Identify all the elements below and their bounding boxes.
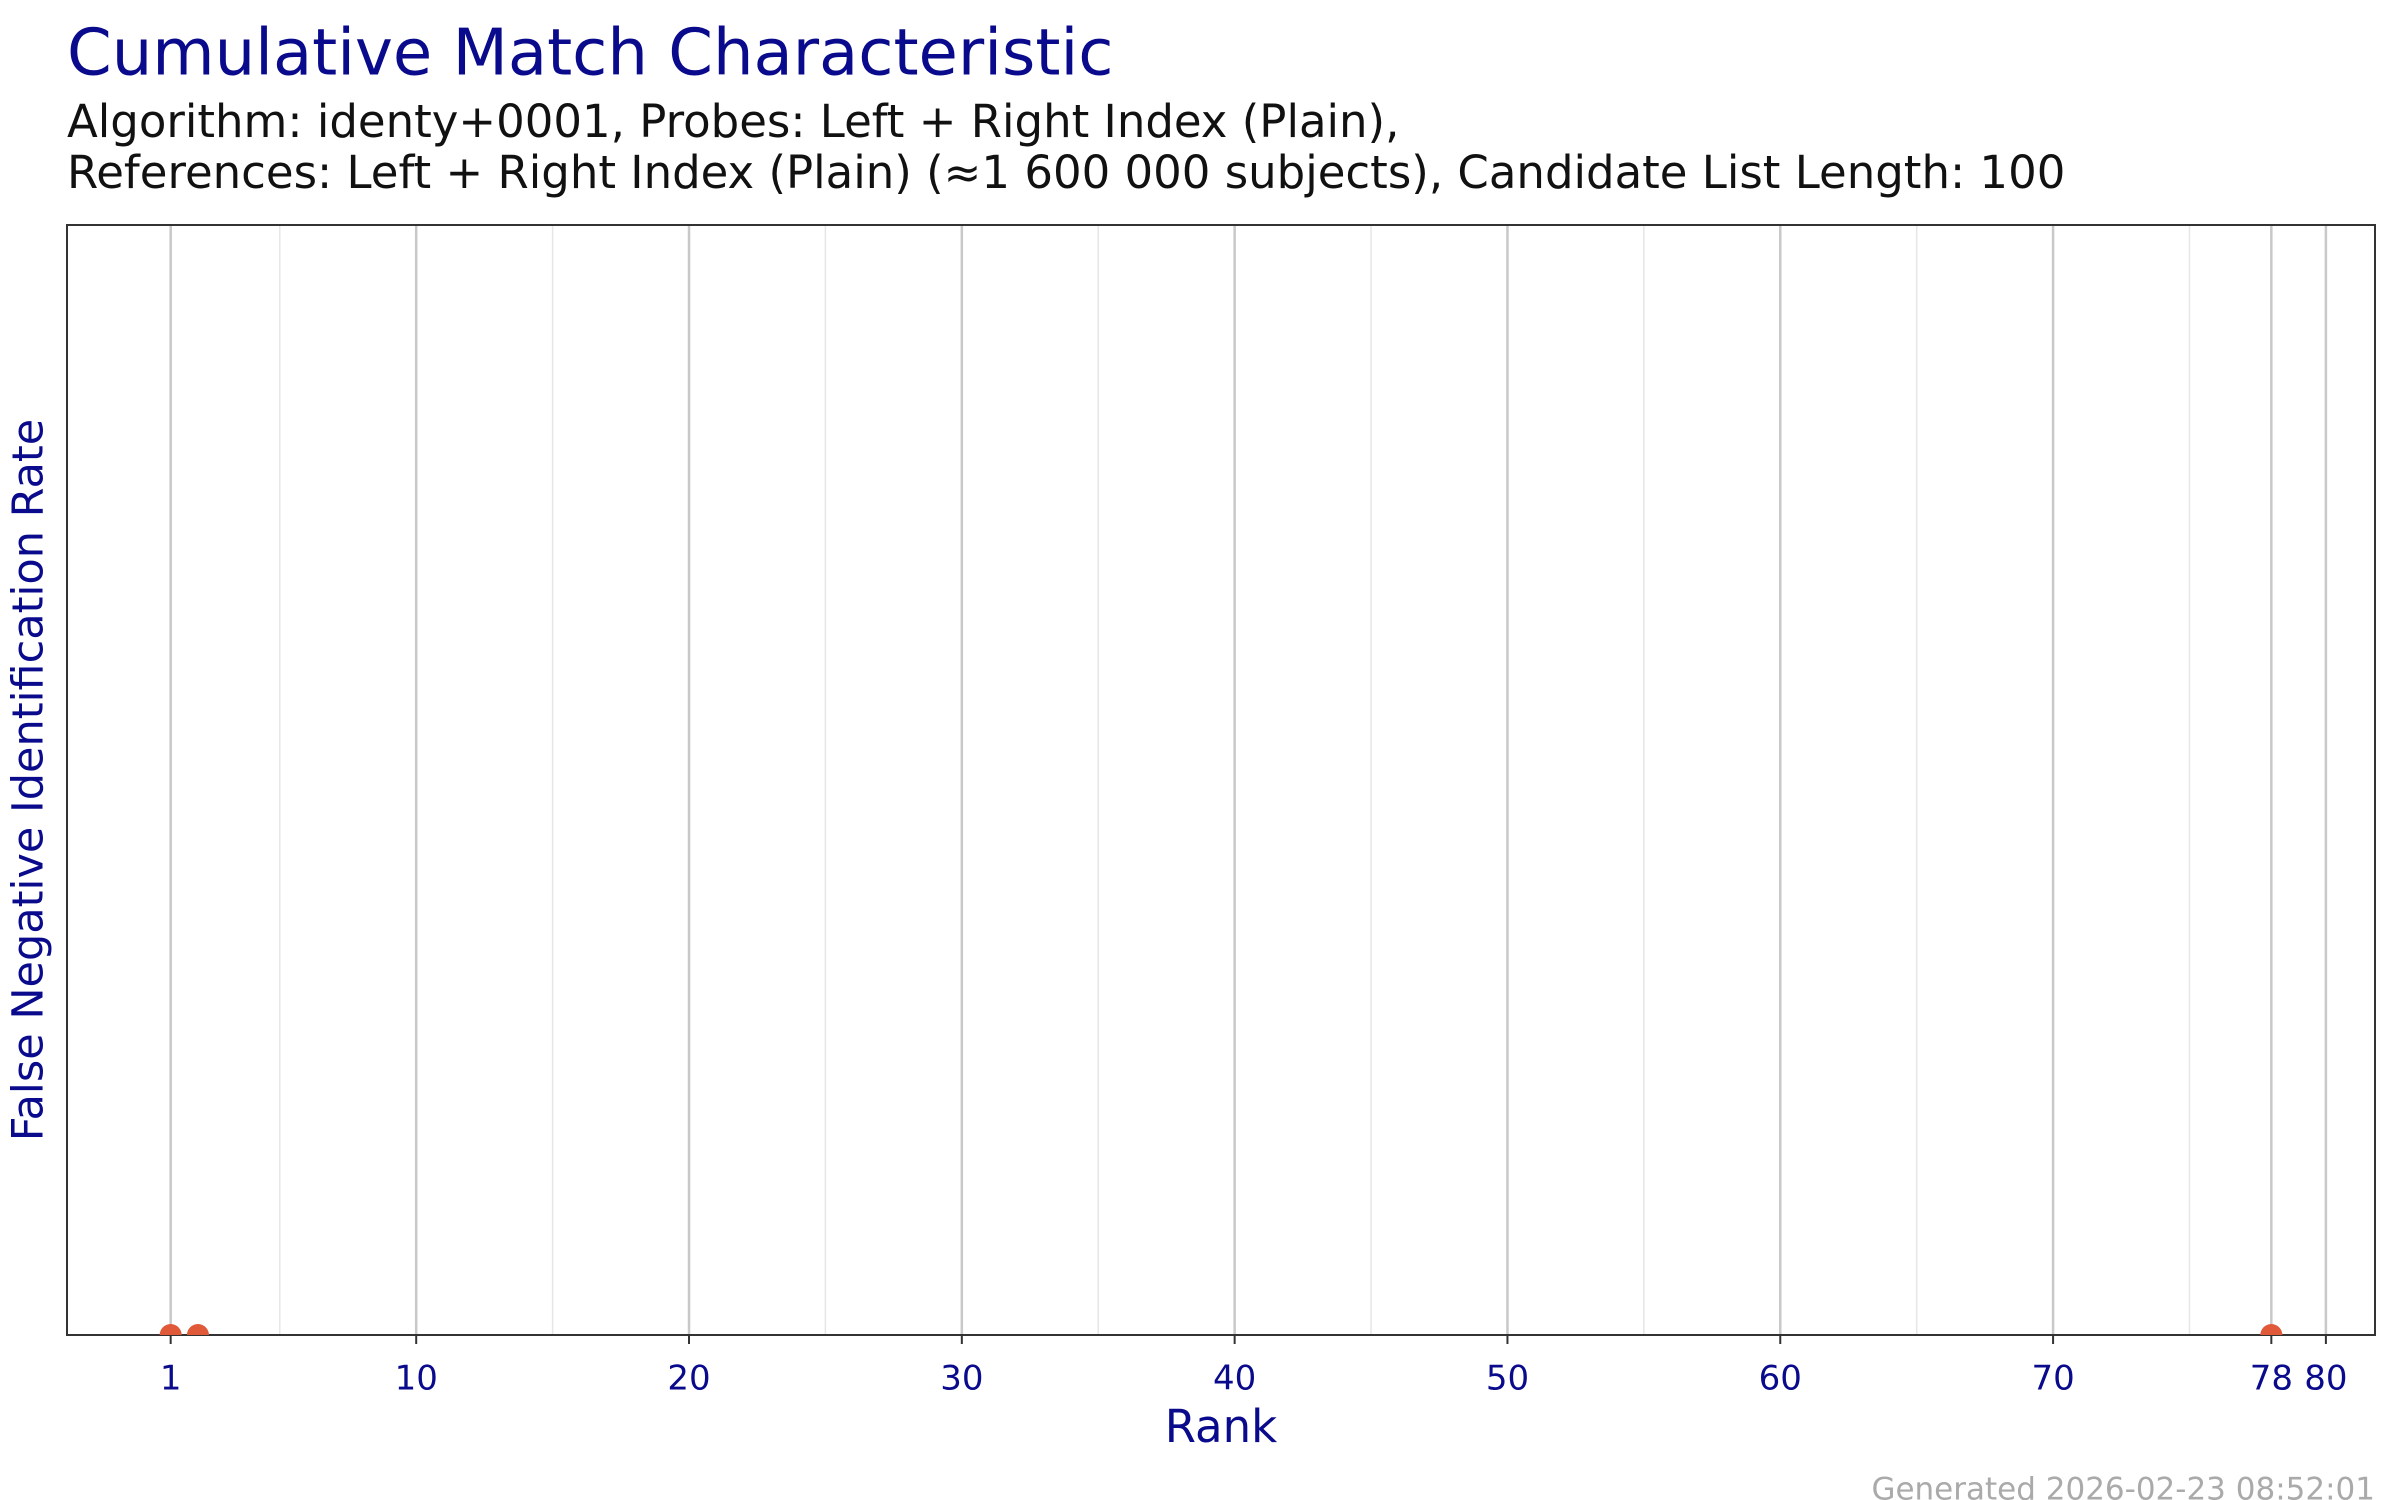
x-tick-label: 20: [667, 1359, 710, 1399]
x-tick-label: 60: [1759, 1359, 1802, 1399]
x-tick-label: 80: [2304, 1359, 2347, 1399]
y-axis-label: False Negative Identification Rate: [4, 419, 54, 1141]
x-tick-label: 50: [1486, 1359, 1529, 1399]
point: [186, 1324, 209, 1335]
point: [2260, 1324, 2283, 1335]
footer: Generated 2026-02-23 08:52:01: [1871, 1472, 2375, 1500]
chart-subtitle: References: Left + Right Index (Plain) (…: [67, 146, 2065, 199]
x-tick-label: 10: [395, 1359, 438, 1399]
chart-title: Cumulative Match Characteristic: [67, 17, 1113, 91]
plot-frame: [66, 224, 2376, 1336]
point: [159, 1324, 182, 1335]
x-tick-label: 78: [2250, 1359, 2293, 1399]
x-axis-label: Rank: [1165, 1400, 1277, 1453]
x-tick-label: 30: [940, 1359, 983, 1399]
x-tick-label: 40: [1213, 1359, 1256, 1399]
chart-subtitle: Algorithm: identy+0001, Probes: Left + R…: [67, 95, 1399, 148]
x-tick-label: 70: [2031, 1359, 2074, 1399]
x-tick-label: 1: [160, 1359, 182, 1399]
